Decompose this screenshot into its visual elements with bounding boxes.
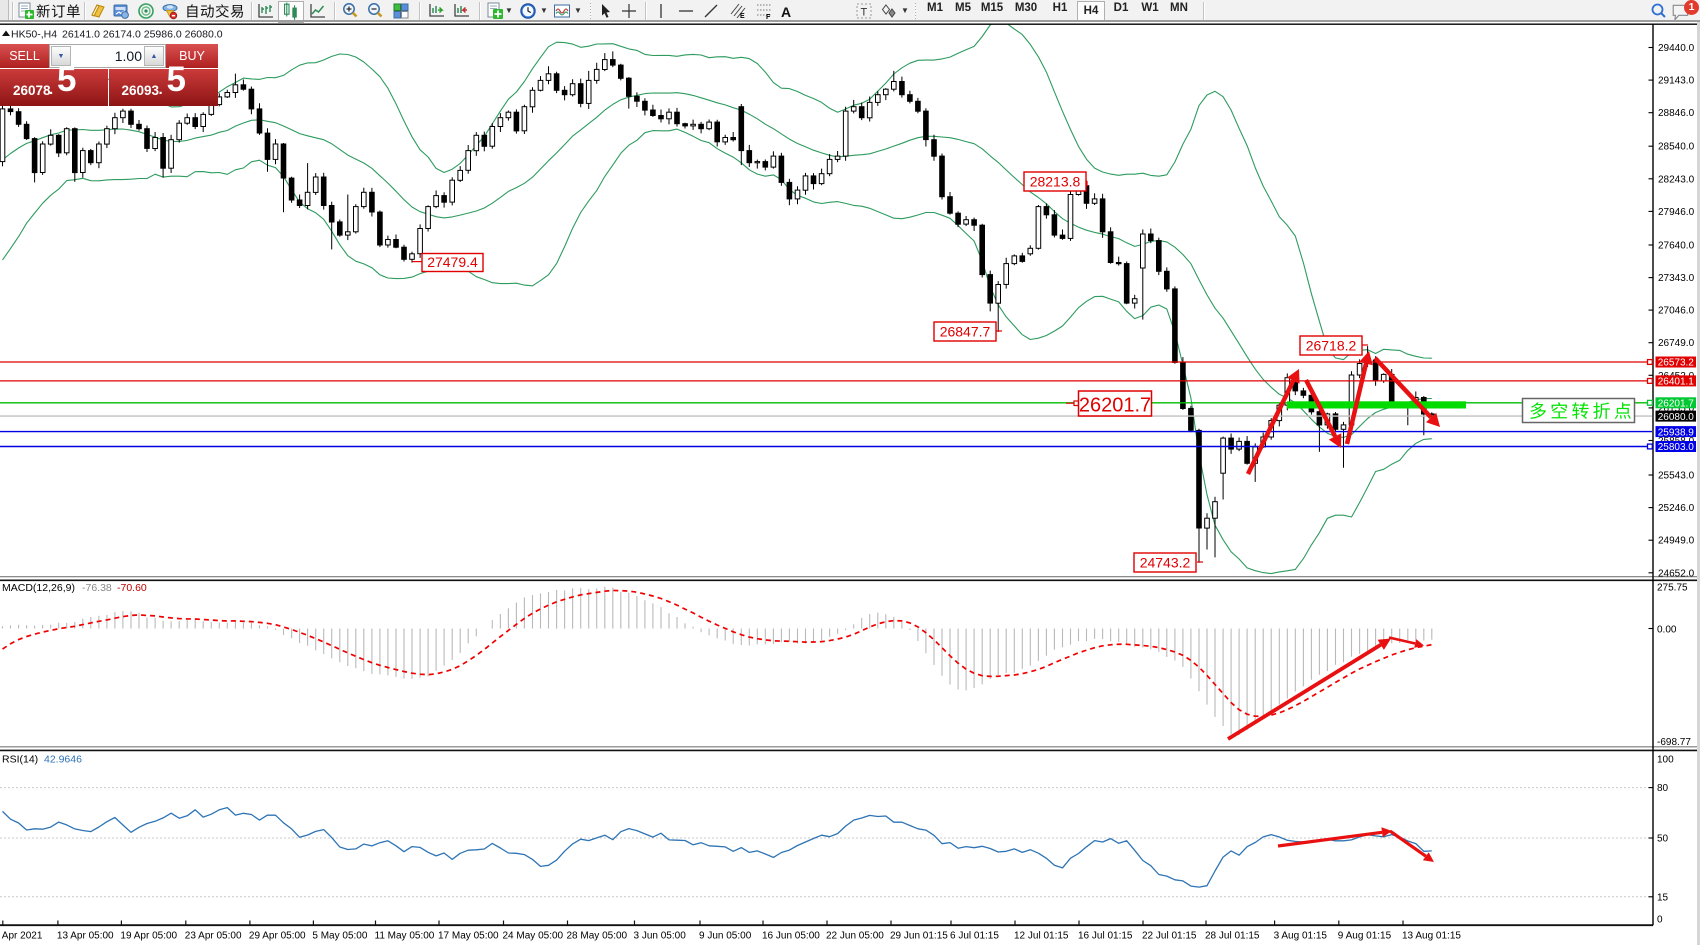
svg-text:24652.0: 24652.0 (1658, 568, 1695, 579)
svg-text:50: 50 (1657, 834, 1669, 845)
svg-text:0: 0 (1657, 915, 1663, 926)
svg-text:28213.8: 28213.8 (1030, 174, 1081, 190)
svg-text:16 Jul 01:15: 16 Jul 01:15 (1078, 931, 1133, 942)
svg-text:27479.4: 27479.4 (427, 254, 478, 270)
svg-text:25938.9: 25938.9 (1658, 427, 1695, 438)
svg-text:100: 100 (1657, 755, 1674, 766)
svg-text:19 Apr 05:00: 19 Apr 05:00 (120, 931, 177, 942)
svg-text:26201.7: 26201.7 (1658, 399, 1695, 410)
svg-text:28 May 05:00: 28 May 05:00 (567, 931, 628, 942)
svg-text:13 Aug 01:15: 13 Aug 01:15 (1402, 931, 1461, 942)
svg-text:3 Jun 05:00: 3 Jun 05:00 (634, 931, 687, 942)
svg-text:80: 80 (1657, 783, 1669, 794)
svg-text:3 Aug 01:15: 3 Aug 01:15 (1274, 931, 1328, 942)
svg-text:16 Jun 05:00: 16 Jun 05:00 (762, 931, 820, 942)
svg-text:26155.0: 26155.0 (1658, 403, 1695, 414)
svg-text:26201.7: 26201.7 (1079, 395, 1151, 417)
svg-text:24743.2: 24743.2 (1140, 555, 1191, 571)
svg-text:26718.2: 26718.2 (1306, 338, 1357, 354)
svg-text:24 May 05:00: 24 May 05:00 (503, 931, 564, 942)
svg-text:HK50-,H4: HK50-,H4 (11, 29, 57, 41)
svg-text:28846.0: 28846.0 (1658, 108, 1695, 119)
svg-text:275.75: 275.75 (1657, 583, 1688, 594)
svg-text:24949.0: 24949.0 (1658, 536, 1695, 547)
svg-text:13 Apr 05:00: 13 Apr 05:00 (57, 931, 114, 942)
svg-text:26847.7: 26847.7 (940, 324, 991, 340)
svg-text:29440.0: 29440.0 (1658, 43, 1695, 54)
svg-text:26401.1: 26401.1 (1658, 377, 1695, 388)
svg-text:28540.0: 28540.0 (1658, 142, 1695, 153)
svg-text:25246.0: 25246.0 (1658, 503, 1695, 514)
svg-text:27046.0: 27046.0 (1658, 306, 1695, 317)
svg-text:Apr 2021: Apr 2021 (2, 931, 43, 942)
svg-text:27946.0: 27946.0 (1658, 207, 1695, 218)
svg-text:9 Aug 01:15: 9 Aug 01:15 (1338, 931, 1392, 942)
svg-text:27640.0: 27640.0 (1658, 241, 1695, 252)
svg-text:12 Jul 01:15: 12 Jul 01:15 (1014, 931, 1069, 942)
svg-text:28243.0: 28243.0 (1658, 174, 1695, 185)
svg-text:27343.0: 27343.0 (1658, 273, 1695, 284)
svg-text:11 May 05:00: 11 May 05:00 (375, 931, 435, 942)
svg-text:MACD(12,26,9): MACD(12,26,9) (2, 582, 75, 594)
svg-text:22 Jul 01:15: 22 Jul 01:15 (1142, 931, 1197, 942)
svg-text:9 Jun 05:00: 9 Jun 05:00 (699, 931, 752, 942)
svg-text:17 May 05:00: 17 May 05:00 (438, 931, 499, 942)
svg-text:26573.2: 26573.2 (1658, 358, 1695, 369)
svg-text:E: E (740, 13, 745, 20)
svg-text:25803.0: 25803.0 (1658, 442, 1695, 453)
svg-text:26141.0 26174.0 25986.0 26080.: 26141.0 26174.0 25986.0 26080.0 (62, 29, 223, 41)
svg-text:-698.77: -698.77 (1657, 737, 1691, 748)
svg-text:29143.0: 29143.0 (1658, 76, 1695, 87)
svg-text:42.9646: 42.9646 (44, 754, 82, 766)
svg-text:28 Jul 01:15: 28 Jul 01:15 (1205, 931, 1260, 942)
svg-text:29 Apr 05:00: 29 Apr 05:00 (249, 931, 306, 942)
svg-text:29 Jun 01:15: 29 Jun 01:15 (890, 931, 948, 942)
svg-text:23 Apr 05:00: 23 Apr 05:00 (185, 931, 242, 942)
svg-text:6 Jul 01:15: 6 Jul 01:15 (950, 931, 999, 942)
svg-text:-70.60: -70.60 (117, 582, 147, 594)
svg-text:F: F (766, 14, 771, 20)
svg-text:-76.38: -76.38 (82, 582, 112, 594)
svg-text:22 Jun 05:00: 22 Jun 05:00 (826, 931, 884, 942)
svg-text:5 May 05:00: 5 May 05:00 (312, 931, 367, 942)
svg-text:26749.0: 26749.0 (1658, 338, 1695, 349)
svg-text:T: T (861, 7, 868, 19)
svg-text:26080.0: 26080.0 (1658, 412, 1695, 423)
svg-text:25543.0: 25543.0 (1658, 471, 1695, 482)
svg-text:RSI(14): RSI(14) (2, 754, 38, 766)
svg-text:15: 15 (1657, 892, 1669, 903)
svg-text:0.00: 0.00 (1657, 624, 1677, 635)
